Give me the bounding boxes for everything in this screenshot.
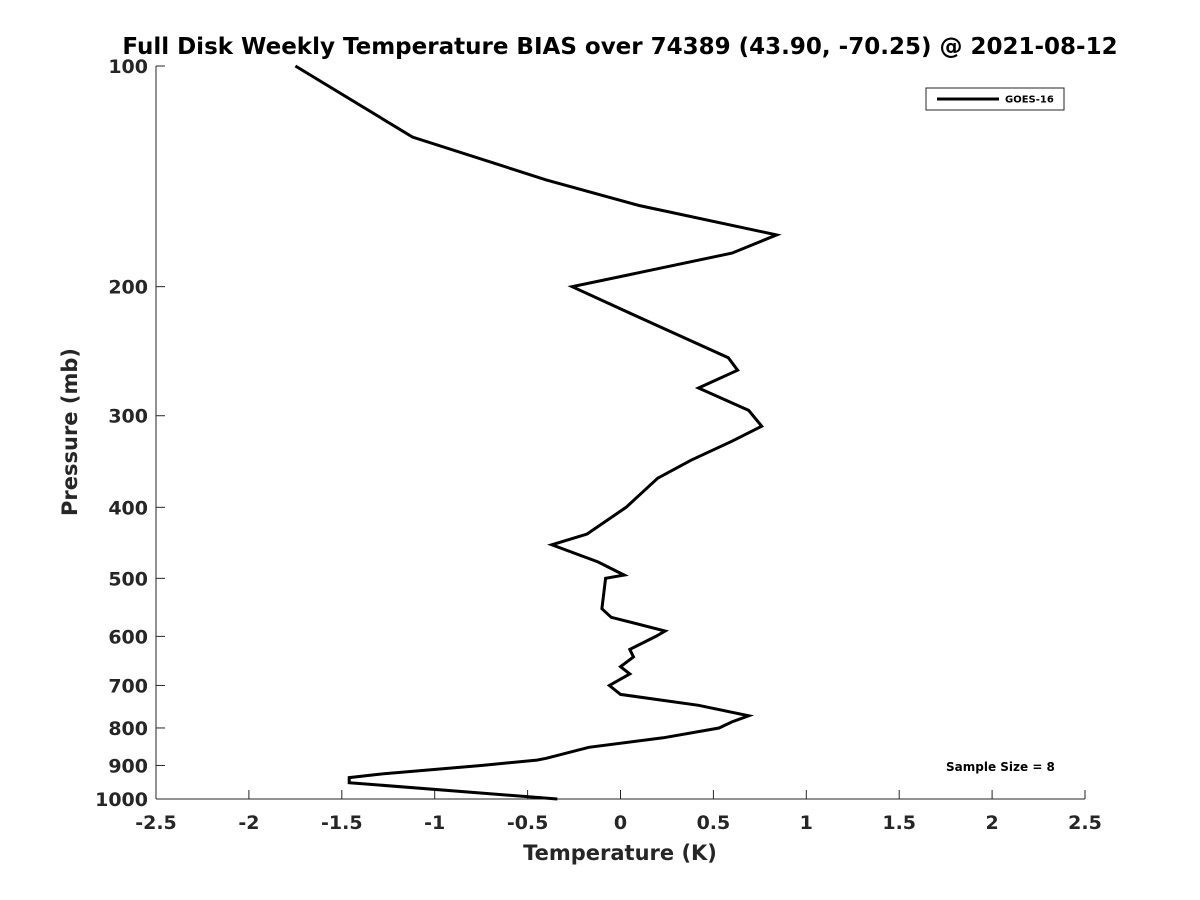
x-tick-label: 2 [985,812,998,834]
x-tick-label: 0.5 [697,812,731,834]
x-tick-label: 1 [800,812,813,834]
x-tick-label: -2.5 [135,812,177,834]
x-axis-label: Temperature (K) [523,841,717,865]
y-tick-label: 500 [108,568,148,590]
y-axis-label: Pressure (mb) [58,348,82,516]
series-line-goes-16 [294,64,782,801]
y-tick-label: 700 [108,675,148,697]
x-tick-label: -1 [424,812,445,834]
y-tick-label: 900 [108,755,148,777]
x-tick-label: 2.5 [1068,812,1102,834]
y-axis-ticks: 100 200 300 400 500 600 700 800 900 1000 [95,56,165,811]
y-tick-label: 1000 [95,789,148,811]
chart-title: Full Disk Weekly Temperature BIAS over 7… [122,34,1117,60]
y-tick-label: 300 [108,406,148,428]
y-tick-label: 600 [108,626,148,648]
y-tick-label: 200 [108,277,148,299]
legend-entry-goes16: GOES-16 [1005,95,1054,106]
sample-size-note: Sample Size = 8 [946,760,1055,774]
x-tick-label: -1.5 [321,812,363,834]
series-layer [294,64,782,801]
y-tick-label: 800 [108,718,148,740]
x-tick-label: -2 [238,812,259,834]
x-axis-ticks: -2.5 -2 -1.5 -1 -0.5 0 0.5 1 1.5 2 2.5 [135,790,1102,834]
x-tick-label: -0.5 [507,812,549,834]
y-tick-label: 100 [108,56,148,78]
x-tick-label: 1.5 [882,812,916,834]
legend: GOES-16 [925,87,1065,111]
x-tick-label: 0 [614,812,627,834]
y-tick-label: 400 [108,497,148,519]
